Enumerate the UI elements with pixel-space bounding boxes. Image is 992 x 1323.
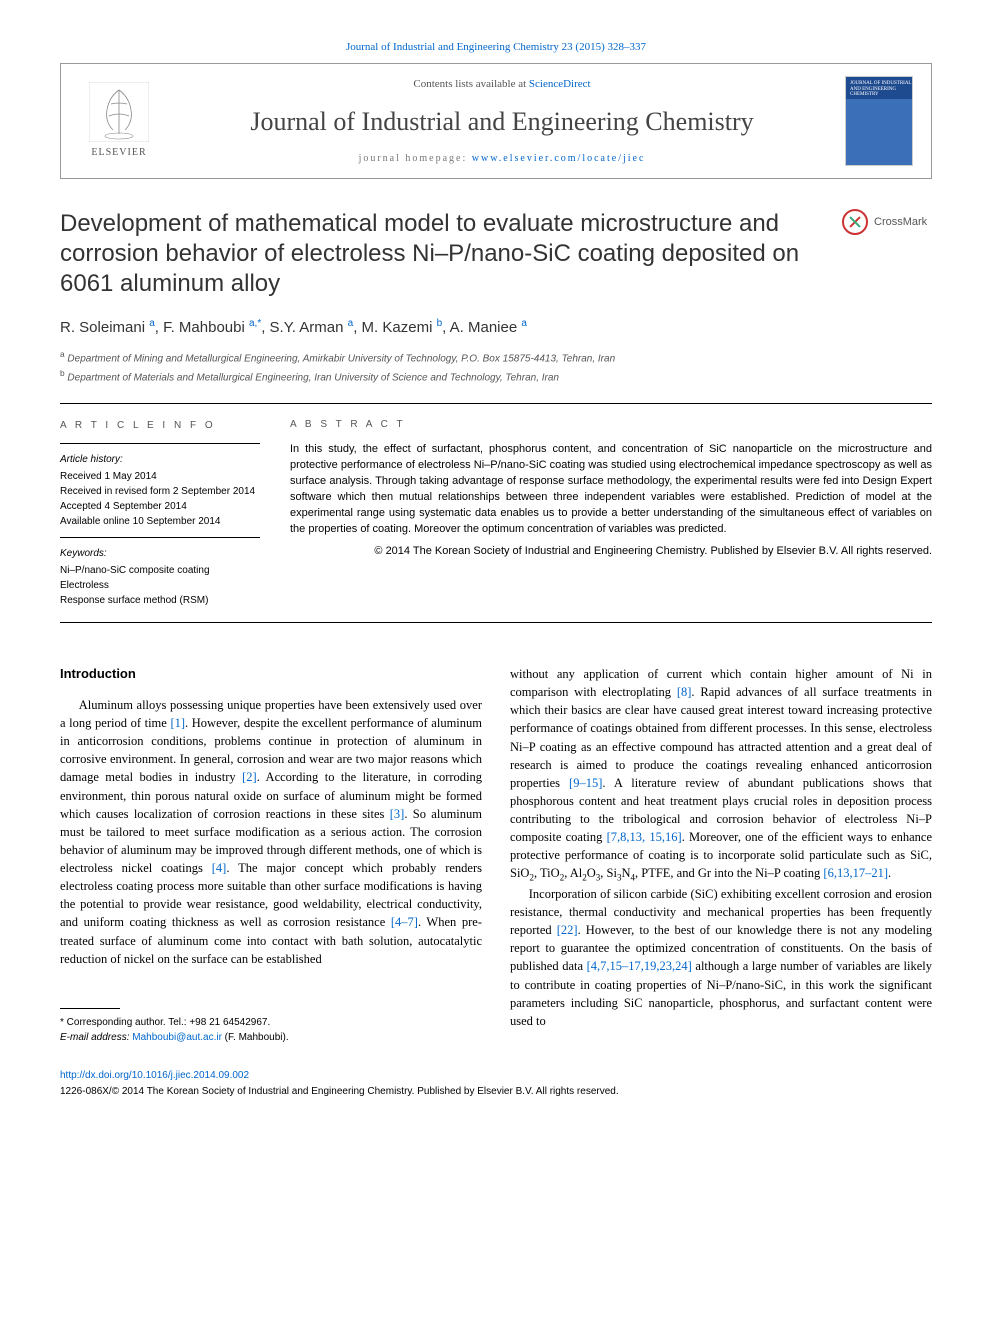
crossmark-badge[interactable]: CrossMark: [842, 209, 932, 235]
meta-abstract-row: A R T I C L E I N F O Article history: R…: [60, 418, 932, 608]
history-line: Received 1 May 2014: [60, 469, 260, 484]
keyword: Ni–P/nano-SiC composite coating: [60, 563, 260, 578]
email-line: E-mail address: Mahboubi@aut.ac.ir (F. M…: [60, 1030, 482, 1045]
divider: [60, 622, 932, 623]
abstract-text: In this study, the effect of surfactant,…: [290, 442, 932, 538]
contents-lists-line: Contents lists available at ScienceDirec…: [179, 77, 825, 92]
keyword: Electroless: [60, 578, 260, 593]
keyword: Response surface method (RSM): [60, 593, 260, 608]
corresponding-author-footnote: * Corresponding author. Tel.: +98 21 645…: [60, 1015, 482, 1045]
corresponding-email-link[interactable]: Mahboubi@aut.ac.ir: [132, 1032, 222, 1043]
title-row: Development of mathematical model to eva…: [60, 209, 932, 299]
crossmark-label: CrossMark: [874, 215, 927, 230]
history-line: Accepted 4 September 2014: [60, 499, 260, 514]
abstract-copyright: © 2014 The Korean Society of Industrial …: [290, 544, 932, 559]
abstract-heading: A B S T R A C T: [290, 418, 932, 432]
doi-link[interactable]: http://dx.doi.org/10.1016/j.jiec.2014.09…: [60, 1069, 932, 1083]
affiliation-a: a Department of Mining and Metallurgical…: [60, 348, 932, 366]
sciencedirect-link[interactable]: ScienceDirect: [529, 78, 591, 90]
section-heading-introduction: Introduction: [60, 665, 482, 684]
journal-name: Journal of Industrial and Engineering Ch…: [179, 104, 825, 140]
divider: [60, 403, 932, 404]
body-columns: Introduction Aluminum alloys possessing …: [60, 665, 932, 1045]
column-left: Introduction Aluminum alloys possessing …: [60, 665, 482, 1045]
homepage-prefix: journal homepage:: [359, 153, 472, 164]
elsevier-label: ELSEVIER: [91, 146, 146, 160]
column-right: without any application of current which…: [510, 665, 932, 1045]
article-info-block: A R T I C L E I N F O Article history: R…: [60, 418, 260, 608]
author-list: R. Soleimani a, F. Mahboubi a,*, S.Y. Ar…: [60, 317, 932, 338]
article-title: Development of mathematical model to eva…: [60, 209, 822, 299]
history-line: Received in revised form 2 September 201…: [60, 484, 260, 499]
body-paragraph: without any application of current which…: [510, 665, 932, 885]
body-paragraph: Incorporation of silicon carbide (SiC) e…: [510, 885, 932, 1030]
running-head-citation: Journal of Industrial and Engineering Ch…: [60, 40, 932, 55]
keywords-label: Keywords:: [60, 546, 260, 561]
article-info-heading: A R T I C L E I N F O: [60, 418, 260, 433]
masthead: ELSEVIER Contents lists available at Sci…: [60, 63, 932, 179]
corresponding-line: * Corresponding author. Tel.: +98 21 645…: [60, 1015, 482, 1030]
email-label: E-mail address:: [60, 1032, 132, 1043]
contents-prefix: Contents lists available at: [413, 78, 528, 90]
affiliations: a Department of Mining and Metallurgical…: [60, 348, 932, 385]
journal-homepage-line: journal homepage: www.elsevier.com/locat…: [179, 152, 825, 166]
elsevier-tree-icon: [89, 82, 149, 142]
homepage-link[interactable]: www.elsevier.com/locate/jiec: [472, 153, 646, 164]
history-line: Available online 10 September 2014: [60, 514, 260, 529]
crossmark-icon: [842, 209, 868, 235]
cover-title-text: JOURNAL OF INDUSTRIAL AND ENGINEERING CH…: [850, 81, 912, 98]
masthead-center: Contents lists available at ScienceDirec…: [179, 77, 825, 167]
affiliation-b: b Department of Materials and Metallurgi…: [60, 367, 932, 385]
journal-cover-thumbnail: JOURNAL OF INDUSTRIAL AND ENGINEERING CH…: [845, 76, 913, 166]
history-label: Article history:: [60, 452, 260, 467]
body-paragraph: Aluminum alloys possessing unique proper…: [60, 696, 482, 968]
elsevier-logo: ELSEVIER: [79, 76, 159, 166]
footnote-separator: [60, 1008, 120, 1009]
email-suffix: (F. Mahboubi).: [222, 1032, 289, 1043]
page-root: Journal of Industrial and Engineering Ch…: [0, 0, 992, 1129]
abstract-block: A B S T R A C T In this study, the effec…: [290, 418, 932, 608]
footer-copyright: 1226-086X/© 2014 The Korean Society of I…: [60, 1085, 932, 1099]
